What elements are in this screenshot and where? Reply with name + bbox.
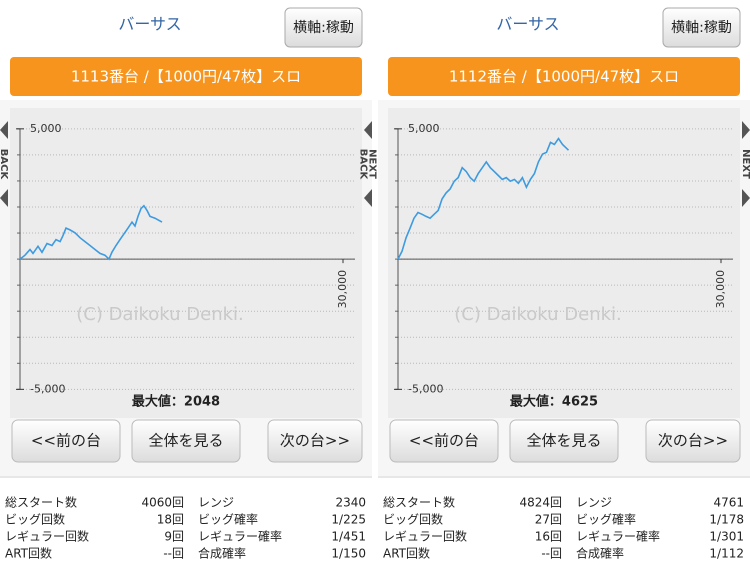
axis-button-label[interactable]: 横軸:稼動 xyxy=(293,20,354,36)
x-tick-label: 30,000 xyxy=(714,270,727,309)
nav-button[interactable] xyxy=(645,419,741,463)
stat-value: 9回 xyxy=(164,530,184,544)
title: バーサス xyxy=(118,15,181,34)
stat-label: レンジ xyxy=(576,496,612,510)
y-tick-label: 5,000 xyxy=(30,122,62,135)
y-tick-label: 5,000 xyxy=(408,122,440,135)
stat-value: 1/225 xyxy=(331,513,366,527)
stat-value: --回 xyxy=(541,547,562,561)
stat-value: 1/112 xyxy=(709,547,744,561)
side-label[interactable]: BACK xyxy=(0,149,9,181)
stat-label: 合成確率 xyxy=(198,546,246,561)
stat-value: 4824回 xyxy=(519,496,562,510)
x-tick-label: 30,000 xyxy=(336,270,349,309)
watermark: (C) Daikoku Denki. xyxy=(76,304,244,325)
stat-label: ビッグ回数 xyxy=(5,512,65,527)
machine-label: 1112番台 /【1000円/47枚】スロ xyxy=(449,68,679,86)
watermark: (C) Daikoku Denki. xyxy=(454,304,622,325)
side-label[interactable]: NEXT xyxy=(740,149,750,179)
y-tick-label: -5,000 xyxy=(408,382,443,395)
title: バーサス xyxy=(496,15,559,34)
stat-label: レギュラー確率 xyxy=(198,529,282,544)
stat-value: 27回 xyxy=(535,513,562,527)
machine-label: 1113番台 /【1000円/47枚】スロ xyxy=(71,68,301,86)
side-arrow[interactable] xyxy=(364,189,372,207)
side-arrow[interactable] xyxy=(0,121,8,139)
stat-value: 16回 xyxy=(535,530,562,544)
stat-value: 4761 xyxy=(713,496,744,510)
stat-label: ビッグ確率 xyxy=(576,512,636,527)
axis-button[interactable] xyxy=(662,7,741,48)
panel: バーサス 横軸:稼動 1112番台 /【1000円/47枚】スロ 5,000 -5,00… xyxy=(358,7,750,561)
side-arrow[interactable] xyxy=(364,121,372,139)
nav-button-label[interactable]: 次の台>> xyxy=(658,432,728,450)
max-label: 最大値：4625 xyxy=(510,394,598,410)
nav-button-label[interactable]: <<前の台 xyxy=(31,432,101,450)
stat-value: 1/301 xyxy=(709,530,744,544)
divider xyxy=(372,0,378,562)
side-label[interactable]: BACK xyxy=(358,149,369,181)
nav-button[interactable] xyxy=(509,419,619,463)
stat-label: ART回数 xyxy=(5,546,52,561)
nav-button[interactable] xyxy=(267,419,363,463)
stat-label: ART回数 xyxy=(383,546,430,561)
stat-value: 1/178 xyxy=(709,513,744,527)
stat-label: レギュラー確率 xyxy=(576,529,660,544)
nav-button[interactable] xyxy=(389,419,499,463)
nav-button-label[interactable]: <<前の台 xyxy=(409,432,479,450)
stat-label: 合成確率 xyxy=(576,546,624,561)
max-label: 最大値：2048 xyxy=(132,394,220,410)
stat-label: レギュラー回数 xyxy=(5,529,89,544)
stat-value: 4060回 xyxy=(141,496,184,510)
stat-value: --回 xyxy=(163,547,184,561)
machine-bar xyxy=(10,57,362,96)
machine-bar xyxy=(388,57,740,96)
stat-value: 1/451 xyxy=(331,530,366,544)
side-label[interactable]: NEXT xyxy=(367,149,378,179)
stat-label: レギュラー回数 xyxy=(383,529,467,544)
nav-button[interactable] xyxy=(11,419,121,463)
nav-button-label[interactable]: 全体を見る xyxy=(148,432,223,450)
stat-label: レンジ xyxy=(198,496,234,510)
nav-button-label[interactable]: 全体を見る xyxy=(526,432,601,450)
panel: バーサス 横軸:稼動 1113番台 /【1000円/47枚】スロ 5,000 -5,00… xyxy=(0,7,372,561)
side-arrow[interactable] xyxy=(742,189,750,207)
side-arrow[interactable] xyxy=(0,189,8,207)
data-line xyxy=(19,204,163,261)
chart-bg xyxy=(10,108,362,418)
stat-value: 1/150 xyxy=(331,547,366,561)
side-arrow[interactable] xyxy=(742,121,750,139)
stat-value: 2340 xyxy=(335,496,366,510)
axis-button[interactable] xyxy=(284,7,363,48)
stat-value: 18回 xyxy=(157,513,184,527)
y-tick-label: -5,000 xyxy=(30,382,65,395)
stat-label: 総スタート数 xyxy=(383,495,455,510)
nav-button[interactable] xyxy=(131,419,241,463)
data-line xyxy=(397,137,570,260)
stat-label: 総スタート数 xyxy=(5,495,77,510)
stat-label: ビッグ回数 xyxy=(383,512,443,527)
nav-button-label[interactable]: 次の台>> xyxy=(280,432,350,450)
axis-button-label[interactable]: 横軸:稼動 xyxy=(671,20,732,36)
stat-label: ビッグ確率 xyxy=(198,512,258,527)
chart-bg xyxy=(388,108,740,418)
